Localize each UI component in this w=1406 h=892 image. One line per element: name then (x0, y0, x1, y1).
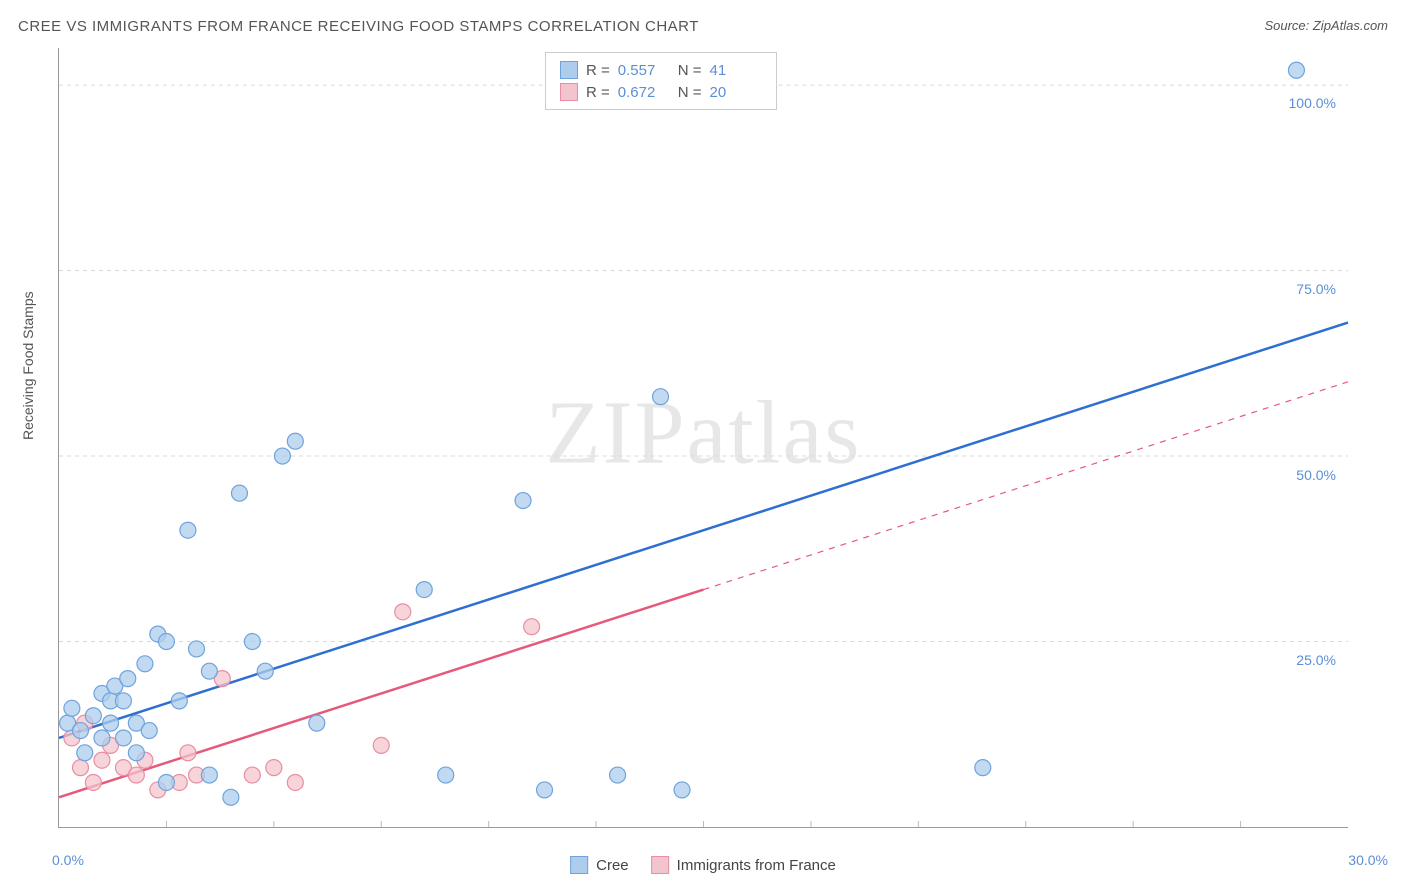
r-value-cree: 0.557 (618, 62, 670, 79)
legend-item-france: Immigrants from France (651, 856, 836, 874)
ytick-label: 50.0% (1296, 467, 1336, 483)
xtick-0: 0.0% (52, 852, 84, 868)
y-axis-label: Receiving Food Stamps (20, 291, 36, 440)
chart-svg (59, 48, 1348, 827)
xtick-30: 30.0% (1348, 852, 1388, 868)
stats-row-france: R = 0.672 N = 20 (560, 81, 762, 103)
ytick-label: 75.0% (1296, 281, 1336, 297)
swatch-cree (560, 61, 578, 79)
ytick-label: 25.0% (1296, 652, 1336, 668)
r-label: R = (586, 84, 610, 101)
bottom-legend: Cree Immigrants from France (570, 856, 836, 874)
source-label: Source: ZipAtlas.com (1264, 18, 1388, 33)
r-label: R = (586, 62, 610, 79)
stats-row-cree: R = 0.557 N = 41 (560, 59, 762, 81)
r-value-france: 0.672 (618, 84, 670, 101)
legend-item-cree: Cree (570, 856, 629, 874)
n-value-france: 20 (710, 84, 762, 101)
legend-label-cree: Cree (596, 857, 629, 874)
swatch-cree-icon (570, 856, 588, 874)
stats-legend: R = 0.557 N = 41 R = 0.672 N = 20 (545, 52, 777, 110)
n-label: N = (678, 62, 702, 79)
swatch-france (560, 83, 578, 101)
chart-header: CREE VS IMMIGRANTS FROM FRANCE RECEIVING… (18, 18, 1388, 35)
plot-area: ZIPatlas 25.0%50.0%75.0%100.0% (58, 48, 1348, 828)
chart-title: CREE VS IMMIGRANTS FROM FRANCE RECEIVING… (18, 18, 699, 35)
legend-label-france: Immigrants from France (677, 857, 836, 874)
n-label: N = (678, 84, 702, 101)
n-value-cree: 41 (710, 62, 762, 79)
ytick-label: 100.0% (1289, 95, 1336, 111)
swatch-france-icon (651, 856, 669, 874)
